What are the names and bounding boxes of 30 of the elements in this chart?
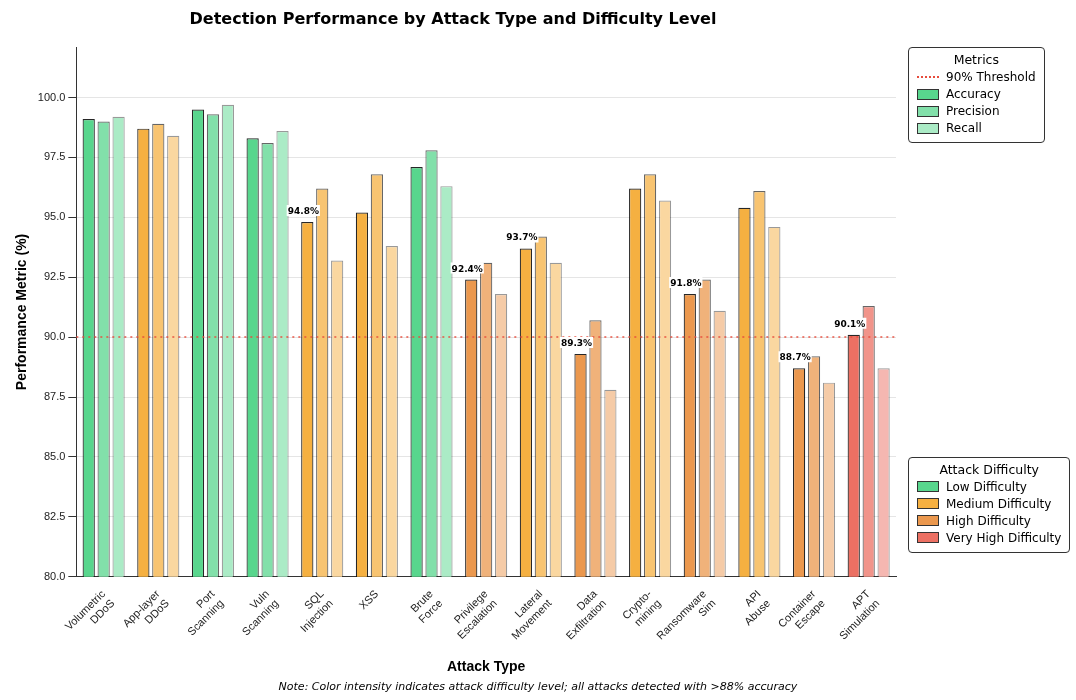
- y-tick-label: 87.5: [43, 390, 66, 403]
- y-tick-label: 90.0: [43, 330, 66, 343]
- y-tick-label: 95.0: [43, 210, 66, 223]
- data-label: 91.8%: [670, 277, 702, 288]
- text: Very High Difficulty: [946, 530, 1062, 545]
- y-tick-label: 80.0: [43, 569, 66, 582]
- text: Low Difficulty: [946, 479, 1027, 494]
- data-label: 90.1%: [834, 318, 866, 329]
- data-label: 88.7%: [779, 352, 811, 363]
- text: Medium Difficulty: [946, 496, 1052, 511]
- text: Note: Color intensity indicates attack difficulty level; all attacks detected with >88% accuracy: [277, 680, 799, 693]
- legend-label: 90% Threshold: [946, 70, 1036, 85]
- data-label: 93.7%: [506, 232, 538, 243]
- chart-title: Detection Performance by Attack Type and Difficulty Level: [189, 8, 717, 28]
- y-axis-title: Performance Metric (%): [13, 233, 30, 391]
- legend-title: Metrics: [952, 52, 1000, 68]
- text: High Difficulty: [946, 513, 1031, 528]
- x-axis-title: Attack Type: [447, 658, 526, 675]
- legend-label: Recall: [946, 121, 982, 136]
- y-tick-label: 100.0: [37, 90, 66, 103]
- data-label: 89.3%: [560, 337, 593, 348]
- text: Attack Difficulty: [938, 461, 1041, 477]
- y-tick-label: 85.0: [43, 449, 66, 462]
- y-tick-label: 97.5: [43, 150, 66, 163]
- data-label: 94.8%: [287, 206, 319, 217]
- y-tick-label: 92.5: [43, 270, 66, 283]
- legend-label: Accuracy: [946, 87, 1001, 102]
- legend-label: Precision: [946, 104, 1000, 119]
- y-tick-label: 82.5: [43, 509, 66, 522]
- data-label: 92.4%: [451, 263, 483, 274]
